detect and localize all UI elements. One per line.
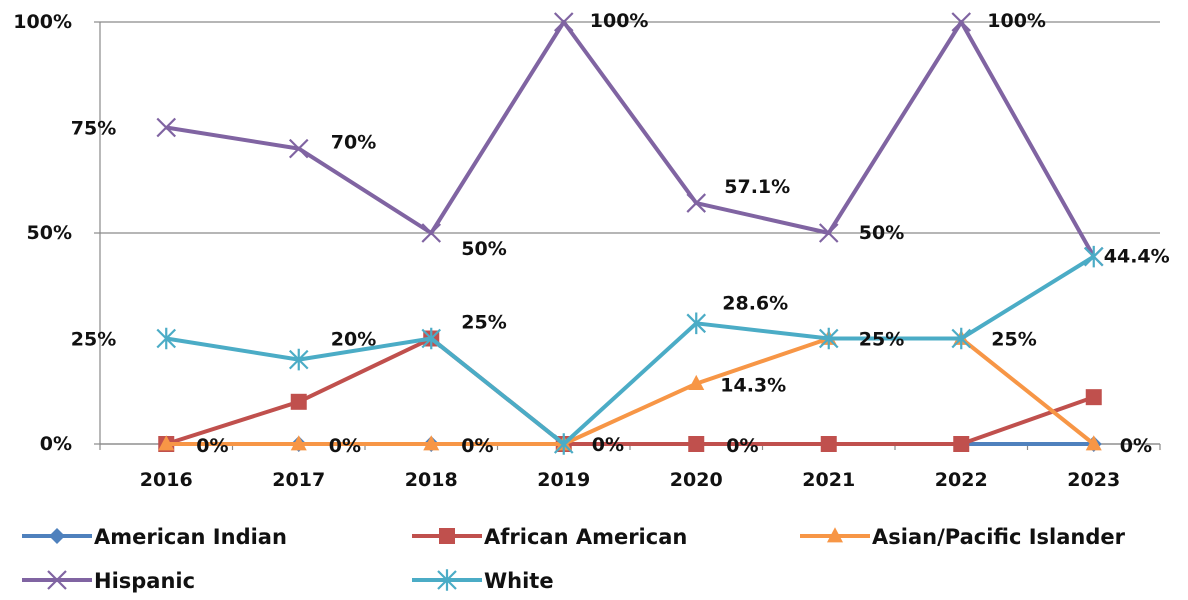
- x-tick-label: 2017: [272, 469, 325, 491]
- data-point: [818, 223, 839, 243]
- data-label: 28.6%: [722, 292, 788, 314]
- data-point: [288, 348, 309, 371]
- data-point: [686, 193, 707, 213]
- data-point: [288, 138, 309, 159]
- data-point: [553, 433, 574, 455]
- data-point: [158, 435, 175, 451]
- x-tick-label: 2022: [935, 469, 988, 491]
- x-tick-label: 2023: [1067, 469, 1120, 491]
- data-point: [951, 327, 972, 350]
- data-label: 57.1%: [724, 176, 790, 198]
- data-point: [290, 435, 307, 451]
- x-tick-label: 2021: [802, 469, 855, 491]
- legend-label: Hispanic: [94, 569, 195, 593]
- legend-item-hispanic: Hispanic: [22, 569, 195, 593]
- legend-item-white: White: [412, 569, 554, 593]
- x-tick-label: 2018: [405, 469, 458, 491]
- data-point: [1083, 245, 1104, 268]
- legend-label: Asian/Pacific Islander: [872, 525, 1126, 549]
- data-label: 75%: [71, 118, 116, 140]
- y-tick-label: 0%: [40, 433, 72, 455]
- series-lines: [156, 12, 1104, 455]
- data-point: [688, 436, 705, 452]
- legend-item-american-indian: American Indian: [22, 525, 287, 549]
- y-tick-label: 100%: [13, 11, 72, 33]
- data-label: 50%: [461, 238, 506, 260]
- y-tick-label: 50%: [27, 222, 72, 244]
- data-point: [290, 393, 307, 410]
- series-line: [165, 20, 1096, 258]
- legend-marker: [437, 569, 457, 591]
- data-label: 0%: [461, 435, 493, 457]
- legend-label: American Indian: [94, 525, 287, 549]
- legend-marker: [47, 570, 67, 590]
- data-label: 20%: [331, 329, 376, 351]
- data-label: 25%: [859, 329, 904, 351]
- data-label: 0%: [592, 434, 624, 456]
- legend-label: African American: [484, 525, 687, 549]
- data-point: [423, 435, 440, 451]
- x-tick-label: 2016: [140, 469, 193, 491]
- legend: American Indian African American Asian/Pac…: [22, 525, 1126, 593]
- x-tick-label: 2020: [670, 469, 723, 491]
- data-label: 25%: [71, 329, 116, 351]
- legend-marker: [827, 527, 843, 543]
- data-point: [156, 327, 177, 350]
- data-label: 100%: [590, 10, 649, 32]
- data-label: 0%: [196, 435, 228, 457]
- data-point: [688, 374, 705, 391]
- data-point: [1085, 389, 1102, 406]
- data-point: [818, 327, 839, 350]
- data-label: 44.4%: [1104, 246, 1170, 268]
- series-white: [156, 245, 1104, 455]
- data-point: [1085, 435, 1102, 451]
- data-label: 100%: [987, 10, 1046, 32]
- data-point: [953, 436, 970, 452]
- series-line: [165, 254, 1095, 446]
- data-label: 0%: [329, 435, 361, 457]
- legend-item-asian-pacific-islander: Asian/Pacific Islander: [800, 525, 1126, 549]
- data-point: [951, 12, 972, 32]
- data-point: [553, 12, 574, 32]
- legend-item-african-american: African American: [412, 525, 687, 549]
- axes: 0% 50% 100% 2016 2017 2018 2019 2020 2021 2022 202…: [13, 11, 1161, 491]
- x-tick-label: 2019: [537, 469, 590, 491]
- data-point: [421, 327, 442, 350]
- data-label: 50%: [859, 222, 904, 244]
- legend-marker: [49, 528, 65, 544]
- legend-marker: [439, 528, 455, 544]
- data-labels: 0% 0% 0% 0% 14.3% 0% 75% 70% 50% 100% 57.1% 50% 100%…: [71, 10, 1170, 457]
- data-point: [820, 436, 837, 452]
- series-line: [165, 336, 1095, 446]
- data-label: 0%: [1120, 435, 1152, 457]
- legend-label: White: [484, 569, 554, 593]
- data-point: [686, 312, 707, 335]
- gridlines: [100, 21, 1160, 445]
- data-point: [421, 223, 442, 243]
- data-point: [156, 117, 177, 138]
- series-hispanic: [156, 12, 1104, 267]
- data-label: 0%: [726, 435, 758, 457]
- data-label: 25%: [991, 329, 1036, 351]
- data-label: 25%: [461, 312, 506, 334]
- data-label: 14.3%: [720, 375, 786, 397]
- data-label: 70%: [331, 132, 376, 154]
